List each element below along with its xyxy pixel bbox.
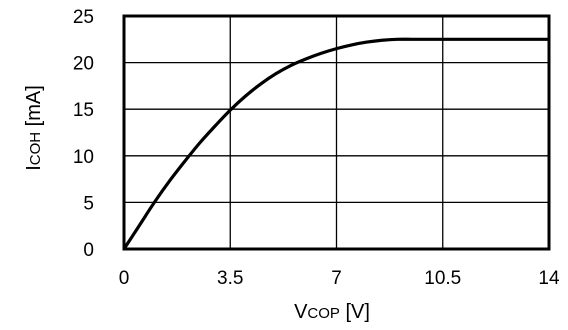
plot-frame (122, 14, 551, 251)
series-line (122, 37, 549, 250)
y-tick-label: 10 (73, 147, 94, 168)
x-tick-label: 3.5 (217, 268, 243, 289)
x-axis-label: VCOP [V] (294, 301, 370, 323)
y-axis-label-main: I (23, 165, 45, 171)
y-axis-label-sub: COH (27, 132, 44, 165)
x-tick-labels: 0 3.5 7 10.5 14 (119, 268, 560, 289)
y-tick-label: 0 (83, 240, 94, 261)
x-axis-label-main: V (294, 301, 308, 323)
series-layer (122, 37, 549, 250)
x-axis-label-unit: [V] (340, 301, 370, 323)
y-axis-label: ICOH [mA] (23, 85, 45, 171)
x-tick-label: 14 (538, 268, 560, 289)
x-tick-label: 10.5 (424, 268, 461, 289)
y-tick-label: 20 (73, 54, 94, 75)
y-tick-label: 5 (83, 193, 94, 214)
y-tick-labels: 0 5 10 15 20 25 (73, 7, 94, 261)
y-tick-label: 15 (73, 100, 94, 121)
y-tick-label: 25 (73, 7, 94, 28)
y-axis-label-unit: [mA] (23, 85, 45, 132)
x-tick-label: 7 (331, 268, 342, 289)
grid-lines (124, 16, 549, 249)
x-tick-label: 0 (119, 268, 130, 289)
x-axis-label-sub: COP (307, 305, 340, 322)
